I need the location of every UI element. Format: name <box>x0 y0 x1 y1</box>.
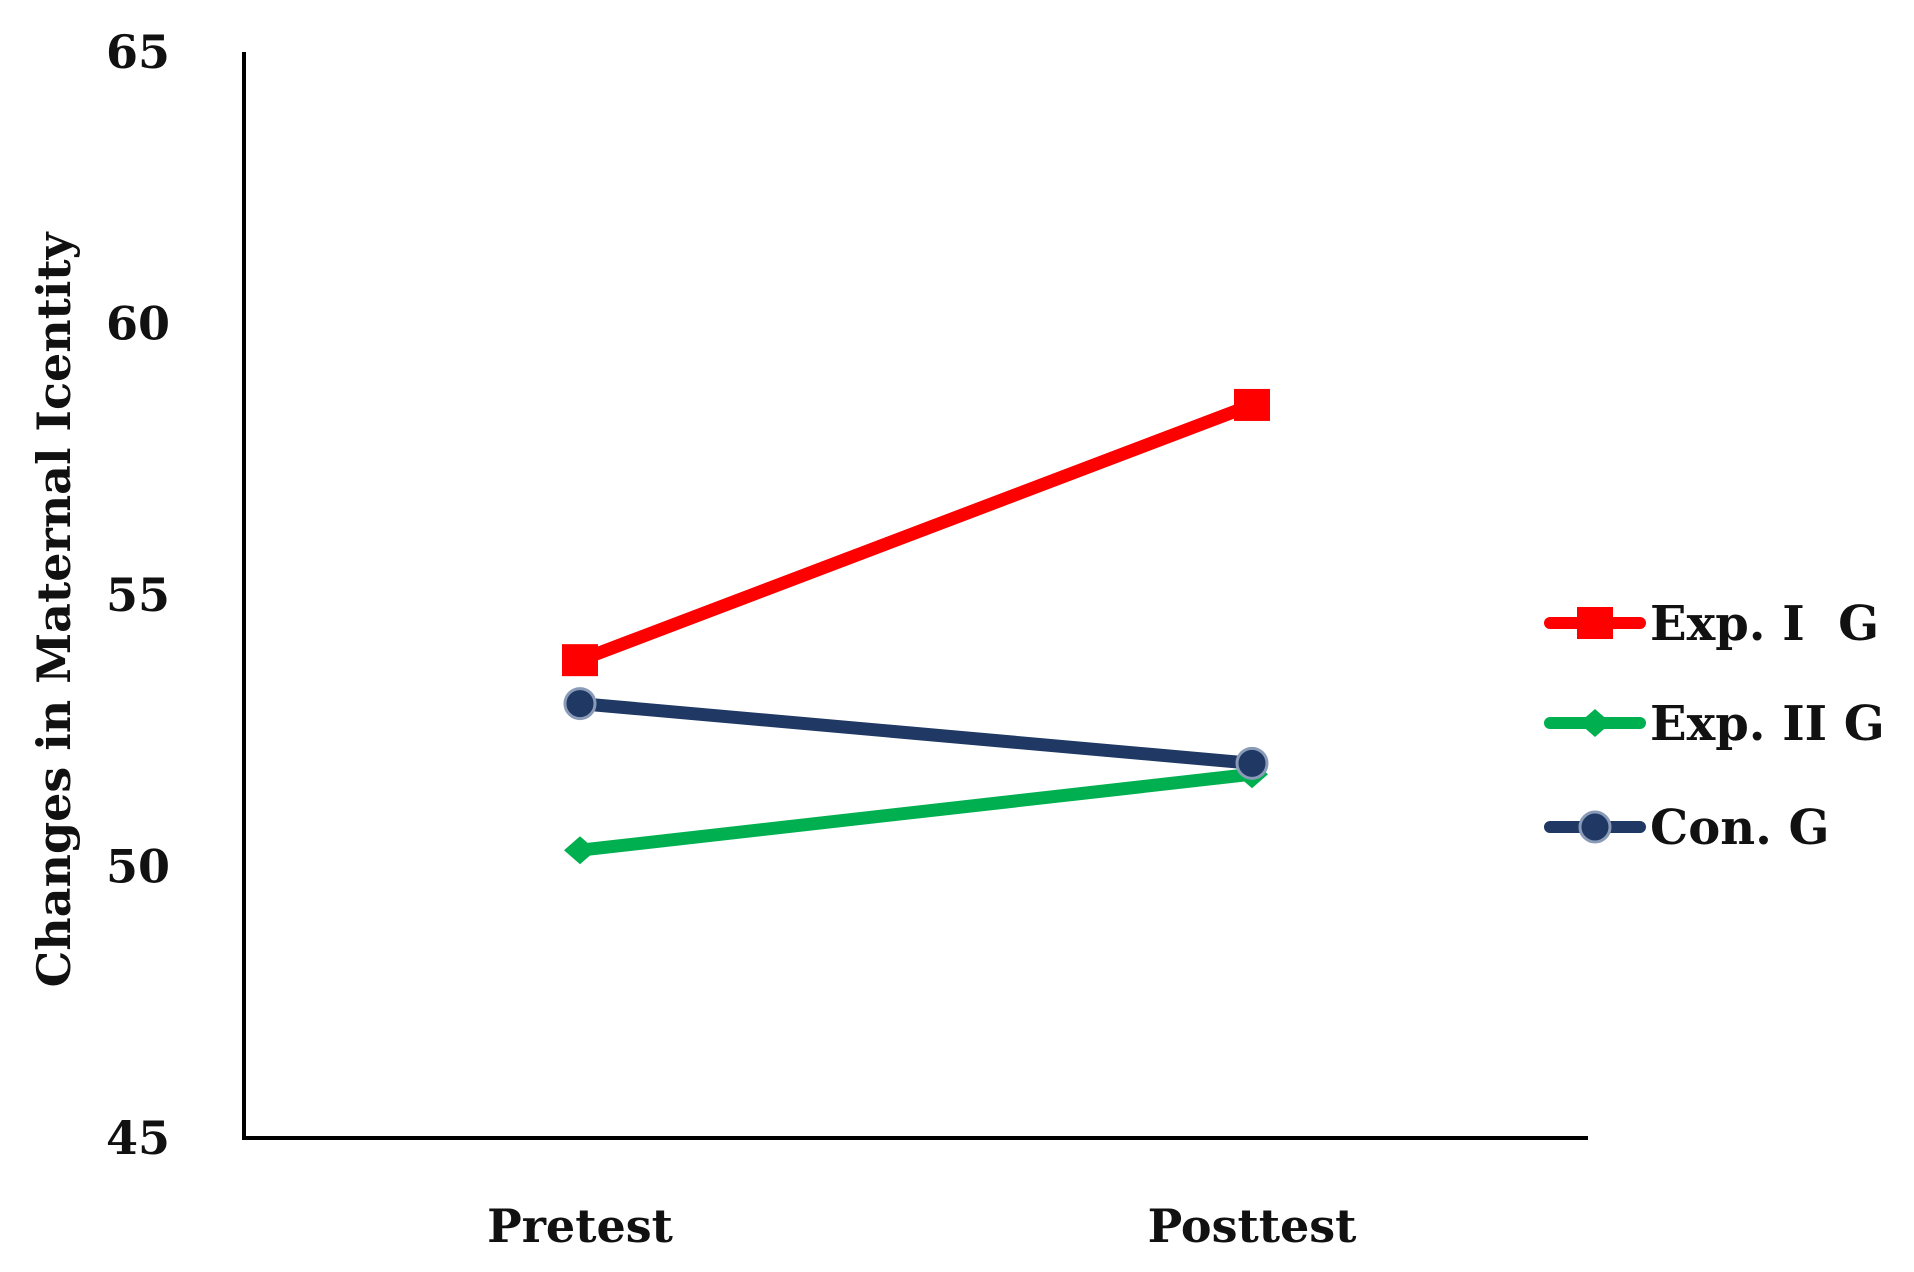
y-tick-label: 65 <box>106 25 170 79</box>
series-line <box>573 398 1259 667</box>
legend: Exp. I G Exp. II G Con. G <box>1544 596 1885 856</box>
y-axis-title: Changes in Maternal Icentity <box>27 231 81 987</box>
y-axis-ticks: 45 50 55 60 65 <box>106 25 170 1165</box>
data-point-marker <box>563 687 597 721</box>
y-tick-label: 60 <box>106 297 170 351</box>
legend-label: Con. G <box>1650 800 1830 856</box>
data-point-marker <box>1235 746 1269 780</box>
x-axis-ticks: Pretest Posttest <box>487 1199 1357 1253</box>
series-lines <box>573 398 1259 857</box>
y-tick-label: 45 <box>106 1111 170 1165</box>
series-line <box>573 697 1259 770</box>
legend-label: Exp. II G <box>1650 696 1885 752</box>
x-tick-label: Posttest <box>1148 1199 1358 1253</box>
data-point-marker <box>1234 388 1270 421</box>
legend-label: Exp. I G <box>1650 596 1879 652</box>
legend-marker <box>1578 810 1612 844</box>
y-tick-label: 50 <box>106 840 170 894</box>
legend-marker <box>1577 607 1613 639</box>
x-tick-label: Pretest <box>487 1199 674 1253</box>
series-markers <box>562 388 1270 865</box>
series-line <box>573 767 1259 857</box>
data-point-marker <box>562 644 598 677</box>
y-tick-label: 55 <box>106 568 170 622</box>
legend-marker <box>1579 709 1611 737</box>
data-point-marker <box>564 836 596 865</box>
